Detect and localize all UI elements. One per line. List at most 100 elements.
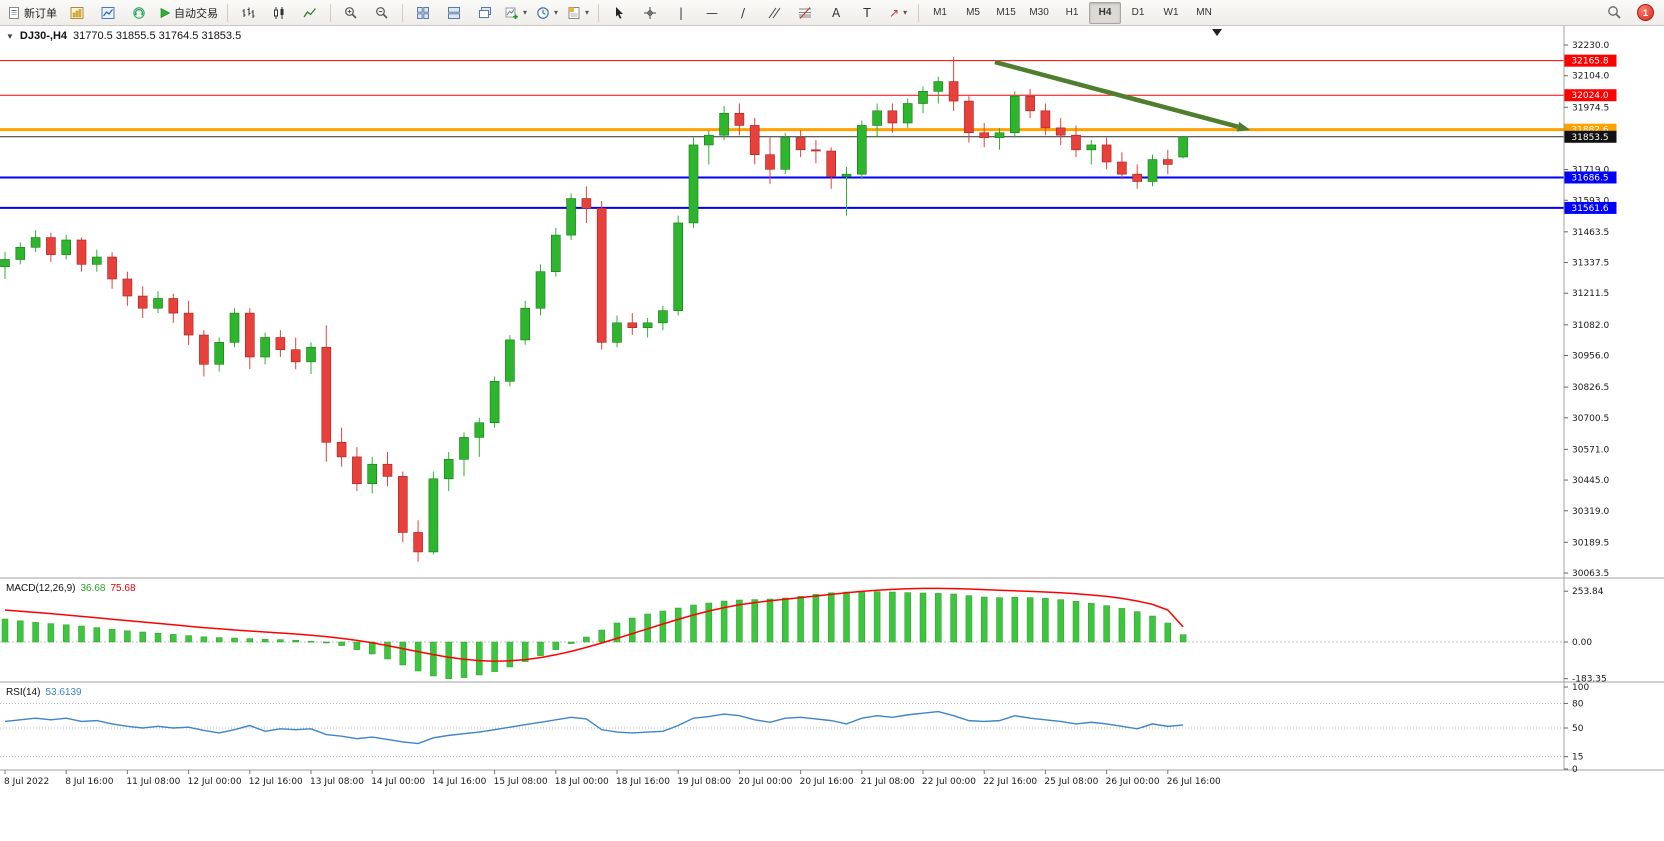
crosshair-tool-button[interactable] bbox=[635, 1, 665, 25]
toolbar-separator bbox=[918, 3, 920, 22]
label-icon: T bbox=[863, 5, 871, 20]
rsi-tick-label: 100 bbox=[1572, 683, 1589, 693]
chart-window: 32230.0 32104.0 31974.5 31719.0 31593.0 31463… bbox=[0, 26, 1664, 792]
notification-badge[interactable]: 1 bbox=[1637, 4, 1654, 21]
toolbar-right-zone: 1 bbox=[1599, 1, 1660, 25]
cascade-windows-button[interactable] bbox=[470, 1, 500, 25]
price-badge bbox=[1564, 201, 1617, 214]
time-tick-label: 14 Jul 00:00 bbox=[371, 777, 425, 787]
price-tick-label: 30956.0 bbox=[1572, 352, 1609, 362]
price-tick-label: 31463.5 bbox=[1572, 228, 1609, 238]
toolbar-separator bbox=[598, 3, 600, 22]
zoom-out-icon bbox=[376, 6, 388, 19]
community-button[interactable] bbox=[124, 1, 154, 25]
templates-button[interactable]: ▾ bbox=[563, 1, 593, 25]
horizontal-line-icon: — bbox=[706, 5, 719, 20]
bar-chart-mode-button[interactable] bbox=[233, 1, 263, 25]
new-order-icon bbox=[9, 6, 19, 19]
candlestick-chart-icon bbox=[274, 6, 284, 19]
price-tick-label: 30826.5 bbox=[1572, 383, 1609, 393]
vertical-line-icon: | bbox=[679, 5, 684, 20]
time-tick-label: 25 Jul 08:00 bbox=[1044, 777, 1098, 787]
market-watch-button[interactable] bbox=[93, 1, 123, 25]
timeframe-d1-button[interactable]: D1 bbox=[1131, 7, 1145, 18]
time-tick-label: 20 Jul 00:00 bbox=[738, 777, 792, 787]
channel-tool-button[interactable] bbox=[759, 1, 789, 25]
community-icon bbox=[133, 6, 145, 19]
time-tick-label: 18 Jul 00:00 bbox=[555, 777, 609, 787]
add-indicator-icon bbox=[505, 7, 518, 19]
clock-icon bbox=[537, 6, 549, 19]
fibonacci-tool-button[interactable] bbox=[790, 1, 820, 25]
periods-button[interactable]: ▾ bbox=[532, 1, 562, 25]
tile-horizontal-button[interactable] bbox=[439, 1, 469, 25]
text-tool-button[interactable]: A bbox=[821, 1, 851, 25]
rsi-name: RSI(14) bbox=[6, 687, 41, 698]
timeframe-m5-button[interactable]: M5 bbox=[966, 7, 980, 18]
macd-panel bbox=[0, 587, 1564, 679]
bar-chart-icon bbox=[242, 7, 255, 18]
line-chart-mode-button[interactable] bbox=[295, 1, 325, 25]
time-tick-label: 8 Jul 16:00 bbox=[65, 777, 114, 787]
time-tick-label: 22 Jul 16:00 bbox=[983, 777, 1037, 787]
timeframe-h4-button[interactable]: H4 bbox=[1089, 1, 1122, 24]
zoom-in-button[interactable] bbox=[336, 1, 366, 25]
auto-trading-play-icon bbox=[160, 7, 171, 18]
cursor-tool-button[interactable] bbox=[604, 1, 634, 25]
timeframe-m15-button[interactable]: M15 bbox=[996, 7, 1016, 18]
chart-canvas[interactable]: 32230.0 32104.0 31974.5 31719.0 31593.0 31463… bbox=[0, 26, 1664, 792]
ohlc-values: 31770.5 31855.5 31764.5 31853.5 bbox=[73, 30, 242, 42]
time-tick-label: 11 Jul 08:00 bbox=[126, 777, 180, 787]
timeframe-m1-button[interactable]: M1 bbox=[933, 7, 947, 18]
macd-indicator-label: MACD(12,26,9) 36.68 75.68 bbox=[6, 583, 136, 594]
time-tick-label: 14 Jul 16:00 bbox=[432, 777, 486, 787]
price-tick-label: 32104.0 bbox=[1572, 72, 1609, 82]
macd-tick-label: -183.35 bbox=[1572, 675, 1607, 685]
price-tick-label: 30700.5 bbox=[1572, 414, 1609, 424]
timeframe-w1-button[interactable]: W1 bbox=[1163, 7, 1179, 18]
timeframe-m30-button[interactable]: M30 bbox=[1029, 7, 1049, 18]
indicators-button[interactable]: ▾ bbox=[501, 1, 531, 25]
charts-button[interactable] bbox=[62, 1, 92, 25]
trendline-tool-button[interactable]: / bbox=[728, 1, 758, 25]
auto-trading-button[interactable]: 自动交易 bbox=[155, 1, 222, 25]
zoom-out-button[interactable] bbox=[367, 1, 397, 25]
timeframe-h1-button[interactable]: H1 bbox=[1065, 7, 1079, 18]
timeframe-mn-button[interactable]: MN bbox=[1196, 7, 1212, 18]
template-icon bbox=[568, 6, 580, 19]
price-axis[interactable]: 32230.0 32104.0 31974.5 31719.0 31593.0 31463… bbox=[1564, 41, 1617, 579]
horizontal-line-tool-button[interactable]: — bbox=[697, 1, 727, 25]
price-tick-label: 31082.0 bbox=[1572, 321, 1609, 331]
line-chart-icon bbox=[303, 7, 316, 17]
rsi-value: 53.6139 bbox=[45, 687, 82, 698]
macd-name: MACD(12,26,9) bbox=[6, 583, 76, 594]
time-tick-label: 20 Jul 16:00 bbox=[800, 777, 854, 787]
new-order-button[interactable]: 新订单 bbox=[4, 1, 61, 25]
time-axis[interactable]: 8 Jul 2022 8 Jul 16:00 11 Jul 08:00 12 Jul … bbox=[4, 770, 1221, 787]
trend-arrow[interactable] bbox=[994, 59, 1251, 132]
time-tick-label: 26 Jul 16:00 bbox=[1167, 777, 1221, 787]
label-tool-button[interactable]: T bbox=[852, 1, 882, 25]
price-tick-label: 31719.0 bbox=[1572, 166, 1609, 176]
price-tick-label: 31593.0 bbox=[1572, 196, 1609, 206]
auto-trading-label: 自动交易 bbox=[174, 7, 218, 20]
toolbar-separator bbox=[330, 3, 331, 22]
time-tick-label: 12 Jul 16:00 bbox=[249, 777, 303, 787]
one-click-trading-toggle[interactable]: ▼ bbox=[6, 31, 14, 41]
text-icon: A bbox=[831, 5, 841, 20]
price-tick-label: 31974.5 bbox=[1572, 103, 1609, 113]
tile-windows-button[interactable] bbox=[408, 1, 438, 25]
price-badge bbox=[1564, 171, 1617, 184]
time-tick-label: 8 Jul 2022 bbox=[4, 777, 49, 787]
candle-chart-mode-button[interactable] bbox=[264, 1, 294, 25]
arrows-tool-button[interactable]: ↗ ▾ bbox=[883, 1, 913, 25]
price-tick-label: 30063.5 bbox=[1572, 569, 1609, 579]
chevron-down-icon: ▾ bbox=[554, 8, 559, 17]
vertical-line-tool-button[interactable]: | bbox=[666, 1, 696, 25]
horizontal-level-lines[interactable] bbox=[0, 60, 1564, 209]
search-button[interactable] bbox=[1599, 1, 1629, 25]
rsi-tick-label: 15 bbox=[1572, 753, 1583, 763]
scroll-end-marker[interactable] bbox=[1212, 29, 1222, 36]
